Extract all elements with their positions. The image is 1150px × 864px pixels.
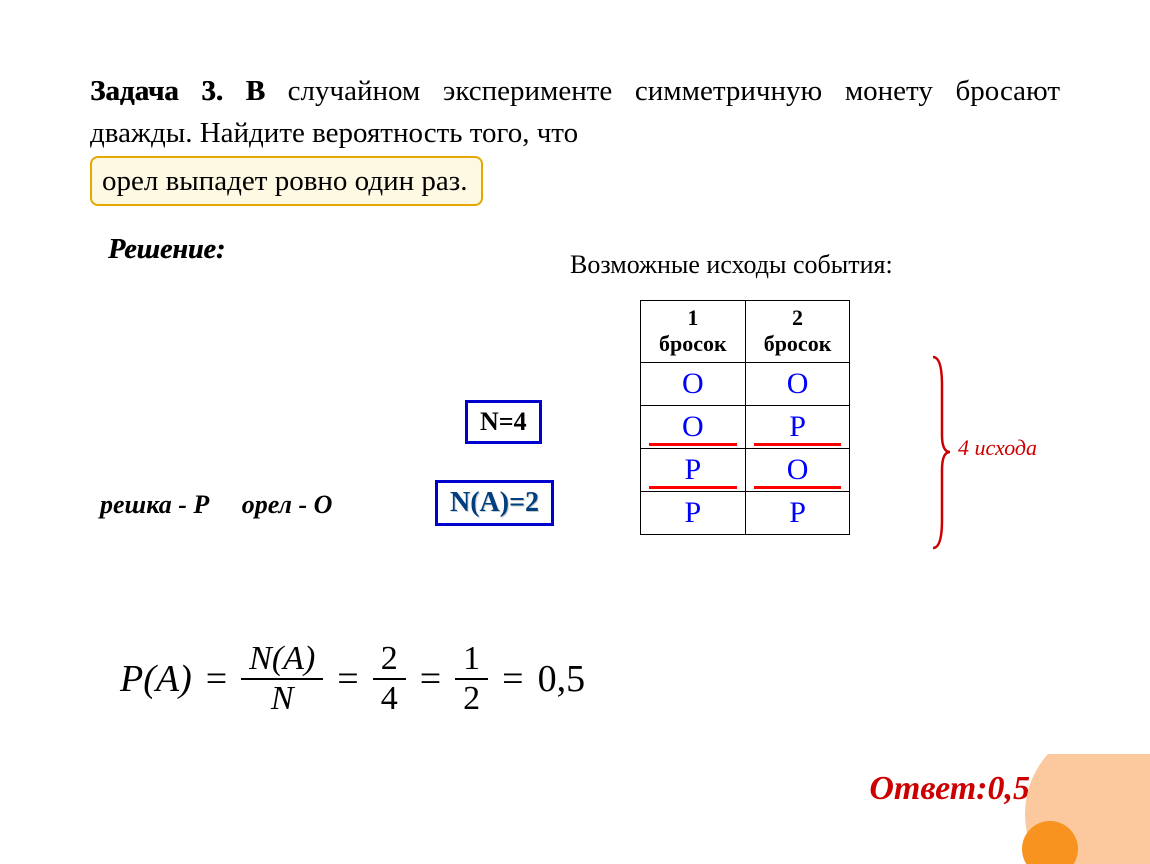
- problem-statement: Задача 3. В случайном эксперименте симме…: [90, 70, 1060, 206]
- formula-result: 0,5: [538, 657, 586, 701]
- formula: P(A) = N(A) N = 2 4 = 1 2 = 0,5: [120, 640, 585, 718]
- table-header-row: 1бросок 2бросок: [641, 301, 850, 363]
- mark-underline: [649, 443, 737, 446]
- table-cell: О: [745, 448, 850, 491]
- outcomes-count-label: 4 исхода: [958, 435, 1037, 461]
- table-cell: О: [641, 362, 746, 405]
- mark-underline: [649, 486, 737, 489]
- table-header-2: 2бросок: [745, 301, 850, 363]
- table-row: Р О: [641, 448, 850, 491]
- table-row: О Р: [641, 405, 850, 448]
- table-header-1: 1бросок: [641, 301, 746, 363]
- outcomes-label: Возможные исходы события:: [570, 250, 893, 280]
- table-cell: Р: [641, 491, 746, 534]
- eq-sign: =: [206, 657, 227, 701]
- decoration-circles: [800, 754, 1150, 864]
- n-a-box: N(A)=2: [435, 480, 554, 526]
- table-row: Р Р: [641, 491, 850, 534]
- outcomes-table: 1бросок 2бросок О О О Р Р О Р Р: [640, 300, 850, 535]
- fraction-3: 1 2: [455, 640, 488, 718]
- table-row: О О: [641, 362, 850, 405]
- mark-underline: [754, 486, 842, 489]
- table-cell: Р: [641, 448, 746, 491]
- formula-pa: P(A): [120, 657, 192, 701]
- problem-highlight: орел выпадет ровно один раз.: [90, 156, 483, 206]
- table-cell: Р: [745, 405, 850, 448]
- fraction-2: 2 4: [373, 640, 406, 718]
- slide-content: Задача 3. В случайном эксперименте симме…: [0, 0, 1150, 864]
- brace-icon: [930, 355, 952, 550]
- table-cell: О: [641, 405, 746, 448]
- legend-row: решка - Р орел - О: [100, 490, 332, 520]
- fraction-1: N(A) N: [241, 640, 323, 718]
- eq-sign: =: [502, 657, 523, 701]
- legend-orel: орел - О: [242, 490, 333, 519]
- problem-title: Задача 3. В: [90, 75, 288, 107]
- n-total-box: N=4: [465, 400, 542, 444]
- eq-sign: =: [420, 657, 441, 701]
- table-cell: Р: [745, 491, 850, 534]
- eq-sign: =: [337, 657, 358, 701]
- table-cell: О: [745, 362, 850, 405]
- legend-reshka: решка - Р: [100, 490, 209, 519]
- mark-underline: [754, 443, 842, 446]
